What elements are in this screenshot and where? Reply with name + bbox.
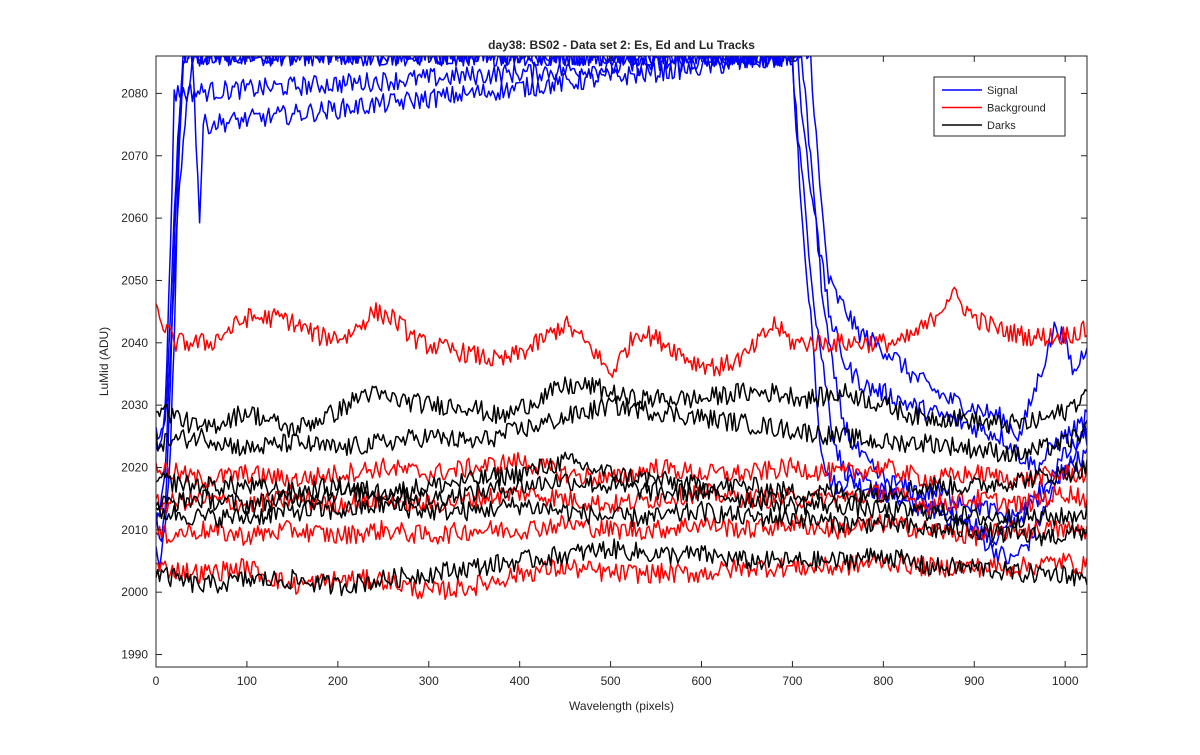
series-line-background-2 xyxy=(156,451,1087,490)
x-axis-label: Wavelength (pixels) xyxy=(569,699,674,713)
x-tick-label: 900 xyxy=(964,674,984,688)
y-tick-label: 2040 xyxy=(121,336,148,350)
y-tick-label: 2070 xyxy=(121,149,148,163)
legend-box xyxy=(933,76,1066,137)
series-line-darks-4 xyxy=(156,473,1087,528)
y-tick-label: 2030 xyxy=(121,398,148,412)
legend-label-darks: Darks xyxy=(987,120,1016,132)
y-tick-label: 2020 xyxy=(121,460,148,474)
y-tick-label: 2050 xyxy=(121,273,148,287)
series-line-darks-2 xyxy=(156,395,1087,463)
series-line-background-4 xyxy=(156,513,1087,547)
y-tick-label: 2080 xyxy=(121,86,148,100)
x-tick-label: 700 xyxy=(782,674,802,688)
y-tick-label: 2060 xyxy=(121,211,148,225)
plot-frame xyxy=(155,55,1088,668)
series-line-darks-3 xyxy=(156,451,1087,504)
x-axis-ticks: 0 100 200 300 400 500 600 700 800 900 1000 xyxy=(153,56,1079,688)
legend: Signal Background Darks xyxy=(933,76,1066,137)
x-tick-label: 1000 xyxy=(1052,674,1079,688)
series-line-signal-2 xyxy=(156,56,1087,565)
x-tick-label: 800 xyxy=(873,674,893,688)
x-tick-label: 400 xyxy=(510,674,530,688)
x-tick-label: 500 xyxy=(601,674,621,688)
series-line-signal-3 xyxy=(156,56,1087,569)
y-axis-label: LuMid (ADU) xyxy=(97,327,111,396)
legend-label-background: Background xyxy=(987,103,1046,115)
series-lines xyxy=(156,56,1087,601)
series-line-darks-1 xyxy=(156,376,1087,438)
y-tick-label: 2010 xyxy=(121,523,148,537)
x-tick-label: 200 xyxy=(328,674,348,688)
x-tick-label: 0 xyxy=(153,674,160,688)
x-tick-label: 300 xyxy=(419,674,439,688)
y-tick-label: 1990 xyxy=(121,648,148,662)
series-line-signal-4 xyxy=(156,56,1087,477)
series-line-background-5 xyxy=(156,552,1087,601)
series-line-background-1 xyxy=(156,286,1087,378)
series-line-darks-6 xyxy=(156,538,1087,597)
x-tick-label: 100 xyxy=(237,674,257,688)
x-tick-label: 600 xyxy=(691,674,711,688)
legend-label-signal: Signal xyxy=(987,85,1018,97)
y-tick-label: 2000 xyxy=(121,585,148,599)
y-axis-ticks: 1990 2000 2010 2020 2030 2040 2050 2060 2070 2080 xyxy=(121,86,1087,662)
series-line-darks-5 xyxy=(156,496,1087,547)
chart-title: day38: BS02 - Data set 2: Es, Ed and Lu … xyxy=(488,38,755,52)
